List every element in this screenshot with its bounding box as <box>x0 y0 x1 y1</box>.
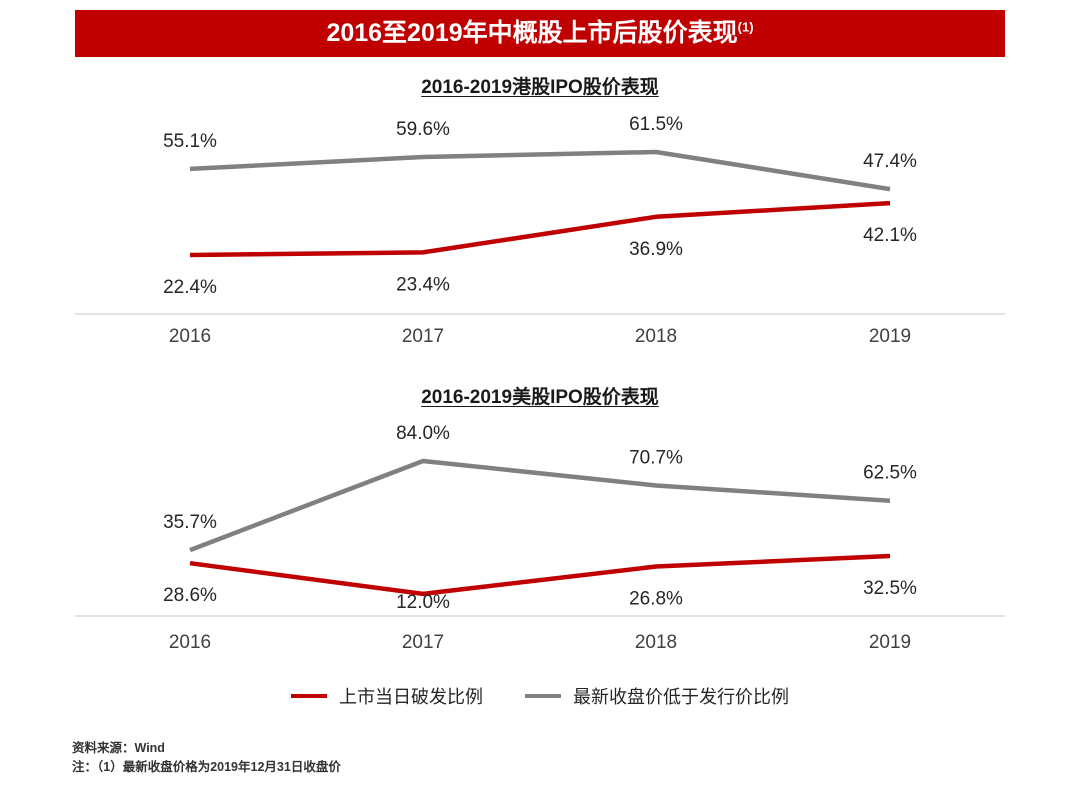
value-label: 35.7% <box>163 512 217 533</box>
x-axis-tick-label: 2018 <box>635 632 677 653</box>
legend: 上市当日破发比例 最新收盘价低于发行价比例 <box>0 683 1080 709</box>
series-line <box>189 553 891 597</box>
us-ipo-line-chart: 2016 2017 2018 2019 35.7% 84.0% 70.7% 62.5% 28.6… <box>75 423 1005 653</box>
footnote-1: 注：（1）最新收盘价格为2019年12月31日收盘价 <box>72 760 341 774</box>
value-label: 12.0% <box>396 592 450 613</box>
series-line <box>189 458 891 553</box>
legend-item-break-on-debut: 上市当日破发比例 <box>291 683 483 709</box>
page-title-banner: 2016至2019年中概股上市后股价表现(1) <box>75 10 1005 57</box>
page-title-superscript: (1) <box>737 19 754 35</box>
value-label: 61.5% <box>629 114 683 135</box>
x-axis-tick-label: 2018 <box>635 326 677 347</box>
hk-chart-title: 2016-2019港股IPO股价表现 <box>421 77 659 98</box>
value-label: 42.1% <box>863 225 917 246</box>
x-axis-tick-label: 2019 <box>869 632 911 653</box>
report-page: 2016至2019年中概股上市后股价表现(1) 2016-2019港股IPO股价… <box>0 10 1080 788</box>
footnotes: 资料来源：Wind 注：（1）最新收盘价格为2019年12月31日收盘价 <box>72 739 1080 777</box>
value-label: 22.4% <box>163 277 217 298</box>
us-ipo-chart-block: 2016-2019美股IPO股价表现 2016 2017 2018 2019 35.7%… <box>0 387 1080 655</box>
x-axis-tick-label: 2017 <box>402 326 444 347</box>
value-label: 32.5% <box>863 578 917 599</box>
us-chart-title: 2016-2019美股IPO股价表现 <box>421 387 659 408</box>
value-label: 84.0% <box>396 423 450 444</box>
legend-item-below-issue-price: 最新收盘价低于发行价比例 <box>525 683 789 709</box>
value-label: 28.6% <box>163 585 217 606</box>
source-note: 资料来源：Wind <box>72 741 165 755</box>
x-axis-tick-label: 2019 <box>869 326 911 347</box>
page-title: 2016至2019年中概股上市后股价表现 <box>326 19 738 47</box>
gray-line-swatch <box>525 694 561 698</box>
value-label: 36.9% <box>629 239 683 260</box>
x-axis-tick-label: 2016 <box>169 632 211 653</box>
x-axis-tick-label: 2017 <box>402 632 444 653</box>
value-label: 47.4% <box>863 151 917 172</box>
x-axis-tick-label: 2016 <box>169 326 211 347</box>
hk-ipo-line-chart: 2016 2017 2018 2019 55.1% 59.6% 61.5% 47.4% 22.4… <box>75 114 1005 347</box>
value-label: 26.8% <box>629 589 683 610</box>
value-label: 59.6% <box>396 119 450 140</box>
value-label: 55.1% <box>163 131 217 152</box>
series-line <box>189 200 891 258</box>
value-label: 62.5% <box>863 463 917 484</box>
legend-label-break-on-debut: 上市当日破发比例 <box>339 687 483 707</box>
red-line-swatch <box>291 694 327 698</box>
hk-ipo-chart-block: 2016-2019港股IPO股价表现 2016 2017 2018 2019 55.1%… <box>0 77 1080 351</box>
legend-label-below-issue-price: 最新收盘价低于发行价比例 <box>573 687 789 707</box>
value-label: 70.7% <box>629 448 683 469</box>
series-line <box>189 149 891 192</box>
value-label: 23.4% <box>396 274 450 295</box>
